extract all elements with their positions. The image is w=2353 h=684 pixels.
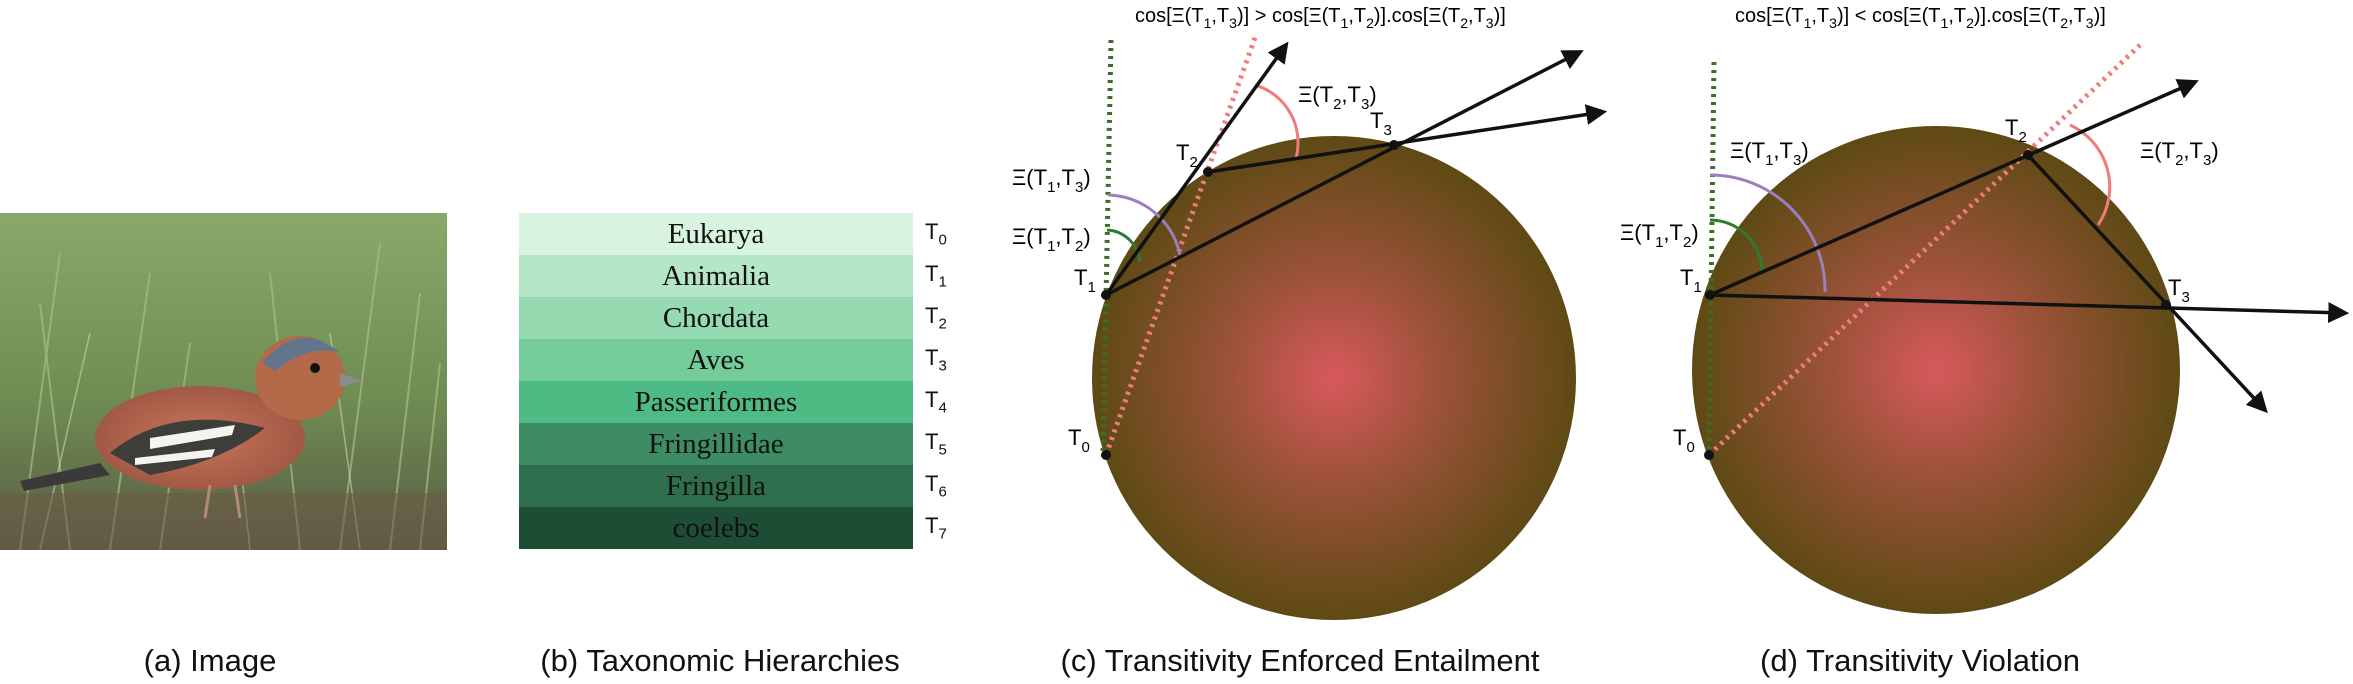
red-dotted-line-d: [1707, 43, 2142, 457]
taxonomy-row-chordata: Chordata T2: [519, 297, 947, 339]
pink-arc-c: [1254, 83, 1300, 159]
taxonomy-level: T6: [925, 471, 947, 501]
taxonomy-name: Fringilla: [666, 469, 766, 502]
label-t1-c: T1: [1074, 265, 1096, 296]
caption-entailment: (c) Transitivity Enforced Entailment: [1060, 643, 1540, 678]
taxonomy-row-animalia: Animalia T1: [519, 255, 947, 297]
angle-t1-t2-d: Ξ(T1,T2): [1620, 220, 1699, 251]
angle-t1-t3-c: Ξ(T1,T3): [1012, 165, 1091, 196]
ball-c: [1092, 136, 1576, 620]
violation-diagram: T0 T1 T2 T3 Ξ(T1,T3) Ξ(T1,T2) Ξ(T2,T3) c…: [1620, 5, 2350, 614]
taxonomy-name: Aves: [687, 343, 745, 376]
angle-t2-t3-d: Ξ(T2,T3): [2140, 138, 2219, 169]
point-t0-c: [1101, 450, 1111, 460]
arrow-t1-t3-c: [1105, 50, 1584, 297]
point-t3-c: [1389, 140, 1399, 150]
taxonomy-row-eukarya: Eukarya T0: [519, 213, 947, 255]
label-t0-d: T0: [1673, 425, 1695, 456]
formula-d: cos[Ξ(T1,T3)] < cos[Ξ(T1,T2)].cos[Ξ(T2,T…: [1735, 5, 2106, 31]
taxonomy-name: Eukarya: [667, 217, 765, 250]
label-t2-c: T2: [1176, 140, 1198, 171]
red-dotted-line-c: [1103, 34, 1259, 456]
taxonomy-row-fringillidae: Fringillidae T5: [519, 423, 947, 465]
formula-c: cos[Ξ(T1,T3)] > cos[Ξ(T1,T2)].cos[Ξ(T2,T…: [1135, 5, 1506, 31]
label-t1-d: T1: [1680, 265, 1702, 296]
caption-image: (a) Image: [143, 643, 277, 678]
entailment-diagram: T0 T1 T2 T3 Ξ(T1,T3) Ξ(T1,T2) Ξ(T2,T3) c…: [1012, 5, 1608, 620]
arrow-t2-t3-d: [2026, 153, 2268, 414]
taxonomy-level: T5: [925, 429, 947, 459]
angle-t2-t3-c: Ξ(T2,T3): [1298, 82, 1377, 113]
pink-arc-d: [2069, 123, 2112, 226]
taxonomy-level: T3: [925, 345, 947, 375]
caption-taxonomy: (b) Taxonomic Hierarchies: [540, 643, 900, 678]
arrow-t1-t3-d: [1709, 293, 2350, 324]
point-t3-d: [2161, 300, 2171, 310]
taxonomy-row-coelebs: coelebs T7: [519, 507, 947, 549]
taxonomy-row-fringilla: Fringilla T6: [519, 465, 947, 507]
angle-t1-t2-c: Ξ(T1,T2): [1012, 224, 1091, 255]
label-t3-c: T3: [1370, 108, 1392, 139]
taxonomy-name: Chordata: [662, 301, 770, 334]
taxonomy-name: Fringillidae: [648, 427, 784, 460]
bird-photo: [0, 213, 447, 550]
green-dotted-line-d: [1706, 61, 1717, 456]
taxonomy-name: Animalia: [662, 259, 770, 292]
taxonomy-level: T4: [925, 387, 947, 417]
taxonomy-level: T1: [925, 261, 947, 291]
point-t2-c: [1203, 167, 1213, 177]
green-arc-c: [1106, 228, 1142, 263]
point-t1-d: [1705, 290, 1715, 300]
purple-arc-d: [1709, 173, 1827, 293]
point-t0-d: [1704, 450, 1714, 460]
arrow-t1-t2-d: [1709, 79, 2199, 297]
angle-t1-t3-d: Ξ(T1,T3): [1730, 138, 1809, 169]
taxonomy-row-passeriformes: Passeriformes T4: [519, 381, 947, 423]
label-t2-d: T2: [2005, 115, 2027, 146]
taxonomy-row-aves: Aves T3: [519, 339, 947, 381]
point-t2-d: [2023, 150, 2033, 160]
ball-d: [1692, 126, 2180, 614]
taxonomy-level: T7: [925, 513, 947, 543]
green-dotted-line-c: [1100, 39, 1114, 456]
caption-violation: (d) Transitivity Violation: [1760, 643, 2080, 678]
label-t3-d: T3: [2168, 275, 2190, 306]
taxonomy-level: T0: [925, 219, 947, 249]
taxonomy-table: Eukarya T0 Animalia T1 Chordata T2 Aves T3 Passe…: [519, 213, 947, 549]
purple-arc-c: [1107, 193, 1182, 256]
label-t0-c: T0: [1068, 425, 1090, 456]
arrow-t1-t2-c: [1104, 41, 1289, 297]
taxonomy-level: T2: [925, 303, 947, 333]
taxonomy-name: Passeriformes: [634, 385, 798, 418]
arrow-t2-t3-c: [1207, 104, 1608, 174]
green-arc-d: [1709, 218, 1764, 273]
point-t1-c: [1101, 290, 1111, 300]
taxonomy-name: coelebs: [672, 511, 760, 544]
